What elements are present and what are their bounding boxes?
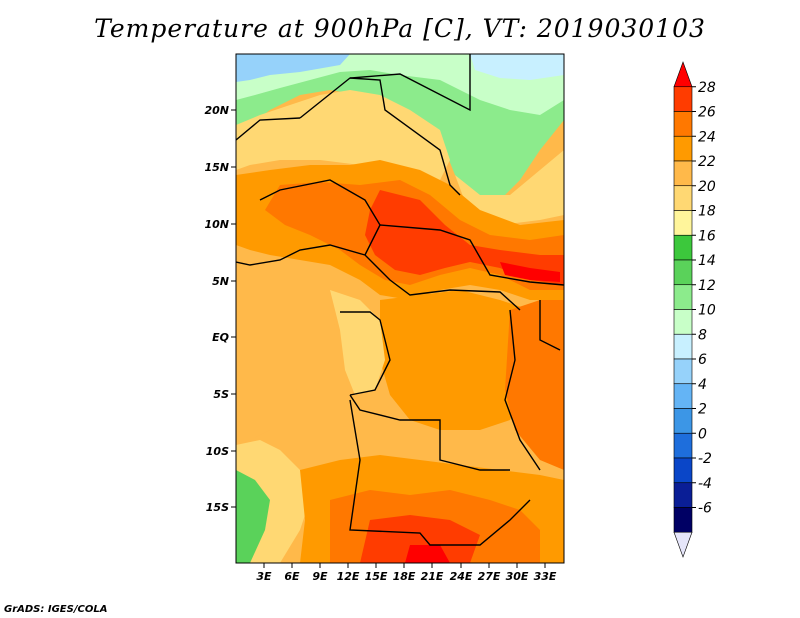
lon-tick-label: 33E <box>534 570 557 583</box>
lat-tick-label: EQ <box>212 331 229 344</box>
lon-tick-label: 24E <box>450 570 473 583</box>
colorbar-label: 0 <box>698 426 707 442</box>
colorbar-swatch <box>673 259 693 286</box>
map-title: Temperature at 900hPa [C], VT: 201903010… <box>94 14 706 43</box>
colorbar-label: 26 <box>698 105 716 121</box>
lon-tick-label: 21E <box>421 570 444 583</box>
colorbar-swatch <box>673 185 693 211</box>
lon-tick-label: 27E <box>478 570 501 583</box>
colorbar-max-arrow <box>673 61 693 88</box>
lat-tick-label: 5S <box>213 388 229 401</box>
colorbar-label: 6 <box>698 352 707 368</box>
colorbar-swatch <box>673 507 693 533</box>
colorbar-swatch <box>673 383 693 409</box>
colorbar-min-arrow <box>673 531 693 558</box>
lon-tick-label: 15E <box>365 570 388 583</box>
colorbar-label: 28 <box>698 80 716 96</box>
colorbar-swatch <box>673 482 693 508</box>
colorbar-swatch <box>673 309 693 335</box>
colorbar-swatch <box>673 210 693 236</box>
lon-tick-label: 6E <box>284 570 300 583</box>
colorbar-swatch <box>673 432 693 459</box>
lat-tick-label: 10N <box>204 218 229 231</box>
colorbar-label: 18 <box>698 204 716 220</box>
lon-tick-label: 3E <box>256 570 272 583</box>
colorbar-swatch <box>673 457 693 484</box>
colorbar-label: 12 <box>698 278 716 294</box>
lon-tick-label: 30E <box>506 570 529 583</box>
colorbar-label: 24 <box>698 129 716 145</box>
temperature-field <box>236 54 564 563</box>
colorbar-swatch <box>673 160 693 187</box>
colorbar-swatch <box>673 135 693 162</box>
colorbar-label: 8 <box>698 327 707 343</box>
lat-tick-label: 5N <box>212 275 229 288</box>
colorbar-label: 22 <box>698 154 716 170</box>
lat-tick-label: 15N <box>204 161 229 174</box>
lat-tick-label: 15S <box>206 501 229 514</box>
colorbar-label: 20 <box>698 179 716 195</box>
colorbar-swatch <box>673 358 693 385</box>
lon-tick-label: 9E <box>312 570 328 583</box>
map-frame <box>235 53 565 564</box>
colorbar-swatch <box>673 333 693 360</box>
colorbar-label: 2 <box>698 402 707 418</box>
colorbar-swatch <box>673 408 693 434</box>
lat-axis: 20N 15N 10N 5N EQ 5S 10S 15S <box>204 104 236 514</box>
colorbar-label: 10 <box>698 303 716 319</box>
lon-tick-label: 12E <box>337 570 360 583</box>
colorbar-label: 16 <box>698 228 716 244</box>
colorbar-swatch <box>673 234 693 261</box>
colorbar-swatch <box>673 284 693 310</box>
colorbar-swatch <box>673 111 693 137</box>
country-borders <box>236 54 564 546</box>
colorbar-label: 14 <box>698 253 716 269</box>
grads-credit: GrADS: IGES/COLA <box>4 604 108 615</box>
lon-tick-label: 18E <box>393 570 416 583</box>
lat-tick-label: 10S <box>206 445 229 458</box>
colorbar-swatch <box>673 86 693 112</box>
lon-axis: 3E 6E 9E 12E 15E 18E 21E 24E 27E 30E 33E <box>256 563 557 583</box>
colorbar-label: 4 <box>698 377 707 393</box>
colorbar-label: -6 <box>698 501 712 517</box>
lat-tick-label: 20N <box>204 104 229 117</box>
colorbar-label: -2 <box>698 451 712 467</box>
colorbar-label: -4 <box>698 476 712 492</box>
